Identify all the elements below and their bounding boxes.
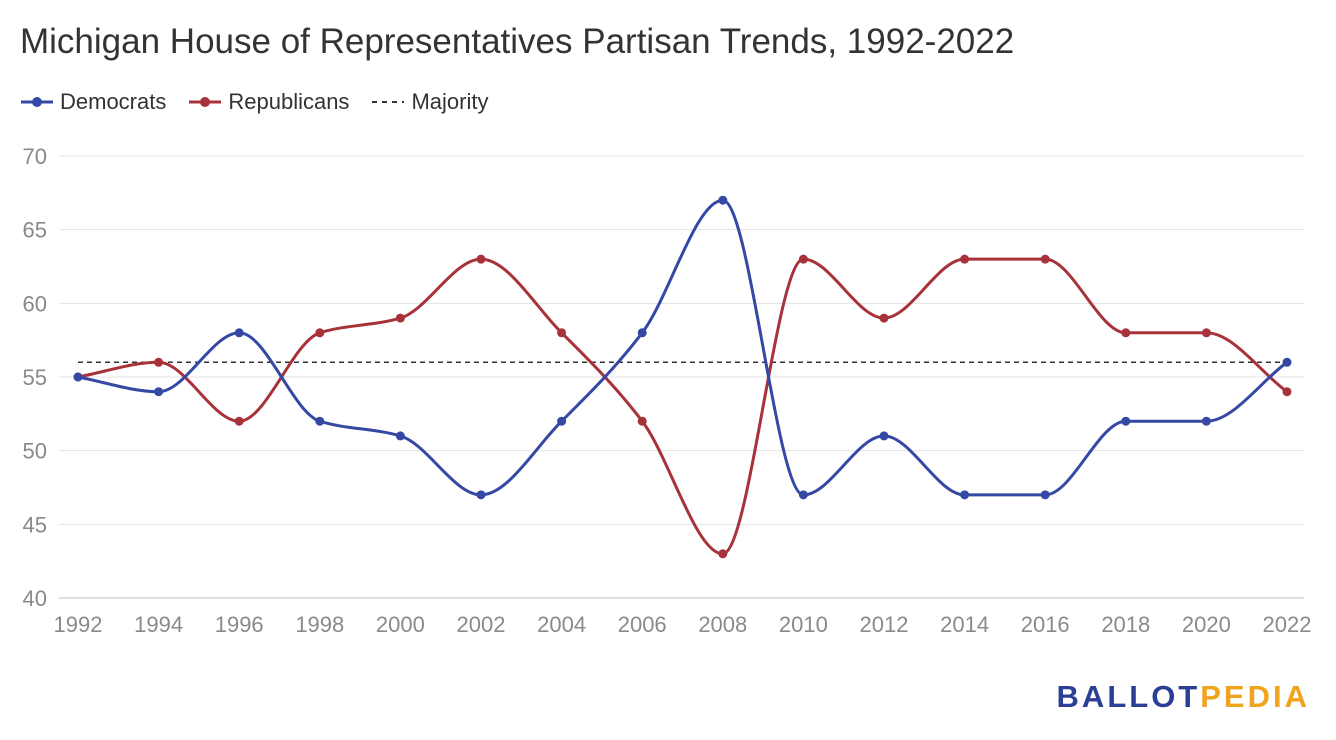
data-point-democrats-1998 — [315, 416, 325, 426]
ballotpedia-logo: BALLOTPEDIA — [1057, 679, 1310, 715]
data-point-democrats-2018 — [1121, 416, 1131, 426]
x-tick-label-2018: 2018 — [1101, 612, 1150, 637]
data-point-democrats-2020 — [1201, 416, 1211, 426]
logo-part-pedia: PEDIA — [1200, 679, 1310, 714]
data-point-republicans-1998 — [315, 328, 325, 338]
data-point-democrats-2022 — [1282, 357, 1292, 367]
legend-label-democrats: Democrats — [60, 89, 167, 114]
y-tick-label-60: 60 — [23, 291, 47, 316]
data-point-republicans-2004 — [557, 328, 567, 338]
y-tick-label-65: 65 — [23, 218, 47, 243]
legend-label-republicans: Republicans — [228, 89, 350, 114]
data-point-democrats-1994 — [154, 387, 164, 397]
series-line-democrats — [76, 198, 1289, 497]
y-tick-label-70: 70 — [23, 144, 47, 169]
republicans-legend-marker — [189, 97, 222, 107]
data-point-republicans-2010 — [798, 254, 808, 264]
x-tick-label-2012: 2012 — [860, 612, 909, 637]
legend-item-republicans[interactable]: Republicans — [188, 89, 349, 115]
x-tick-label-1992: 1992 — [54, 612, 103, 637]
data-point-republicans-2020 — [1201, 328, 1211, 338]
x-tick-label-2014: 2014 — [940, 612, 989, 637]
data-point-republicans-2018 — [1121, 328, 1131, 338]
data-point-democrats-1992 — [73, 372, 83, 382]
x-tick-label-1994: 1994 — [134, 612, 183, 637]
data-point-democrats-2008 — [718, 195, 728, 205]
data-point-democrats-2000 — [395, 431, 405, 441]
legend-item-majority[interactable]: Majority — [371, 89, 488, 115]
legend-item-democrats[interactable]: Democrats — [20, 89, 166, 115]
data-point-republicans-2016 — [1040, 254, 1050, 264]
x-tick-label-2020: 2020 — [1182, 612, 1231, 637]
chart-title: Michigan House of Representatives Partis… — [20, 22, 1015, 61]
data-point-republicans-2012 — [879, 313, 889, 323]
data-point-republicans-2006 — [637, 416, 647, 426]
x-tick-label-2022: 2022 — [1263, 612, 1312, 637]
x-tick-label-2008: 2008 — [698, 612, 747, 637]
series-line-republicans — [76, 257, 1289, 556]
data-point-democrats-1996 — [234, 328, 244, 338]
data-point-democrats-2016 — [1040, 490, 1050, 500]
logo-part-ballot: BALLOT — [1056, 679, 1201, 714]
data-point-democrats-2002 — [476, 490, 486, 500]
data-point-republicans-2008 — [718, 549, 728, 559]
data-point-republicans-2022 — [1282, 387, 1292, 397]
data-point-democrats-2010 — [798, 490, 808, 500]
legend-label-majority: Majority — [411, 89, 489, 114]
y-tick-label-55: 55 — [23, 365, 47, 390]
x-tick-label-1998: 1998 — [295, 612, 344, 637]
x-tick-label-2002: 2002 — [457, 612, 506, 637]
x-tick-label-2006: 2006 — [618, 612, 667, 637]
data-point-democrats-2004 — [557, 416, 567, 426]
legend: Democrats Republicans Majority — [20, 88, 510, 116]
data-point-republicans-1994 — [154, 357, 164, 367]
data-point-republicans-1996 — [234, 416, 244, 426]
data-point-republicans-2000 — [395, 313, 405, 323]
y-tick-label-50: 50 — [23, 439, 47, 464]
x-tick-label-2004: 2004 — [537, 612, 586, 637]
data-point-republicans-2002 — [476, 254, 486, 264]
x-tick-label-2000: 2000 — [376, 612, 425, 637]
data-point-republicans-2014 — [960, 254, 970, 264]
data-point-democrats-2014 — [960, 490, 970, 500]
democrats-legend-marker — [21, 97, 53, 107]
y-tick-label-40: 40 — [23, 586, 47, 611]
data-point-democrats-2006 — [637, 328, 647, 338]
x-tick-label-2010: 2010 — [779, 612, 828, 637]
x-tick-label-2016: 2016 — [1021, 612, 1070, 637]
y-tick-label-45: 45 — [23, 512, 47, 537]
data-point-democrats-2012 — [879, 431, 889, 441]
x-tick-label-1996: 1996 — [215, 612, 264, 637]
